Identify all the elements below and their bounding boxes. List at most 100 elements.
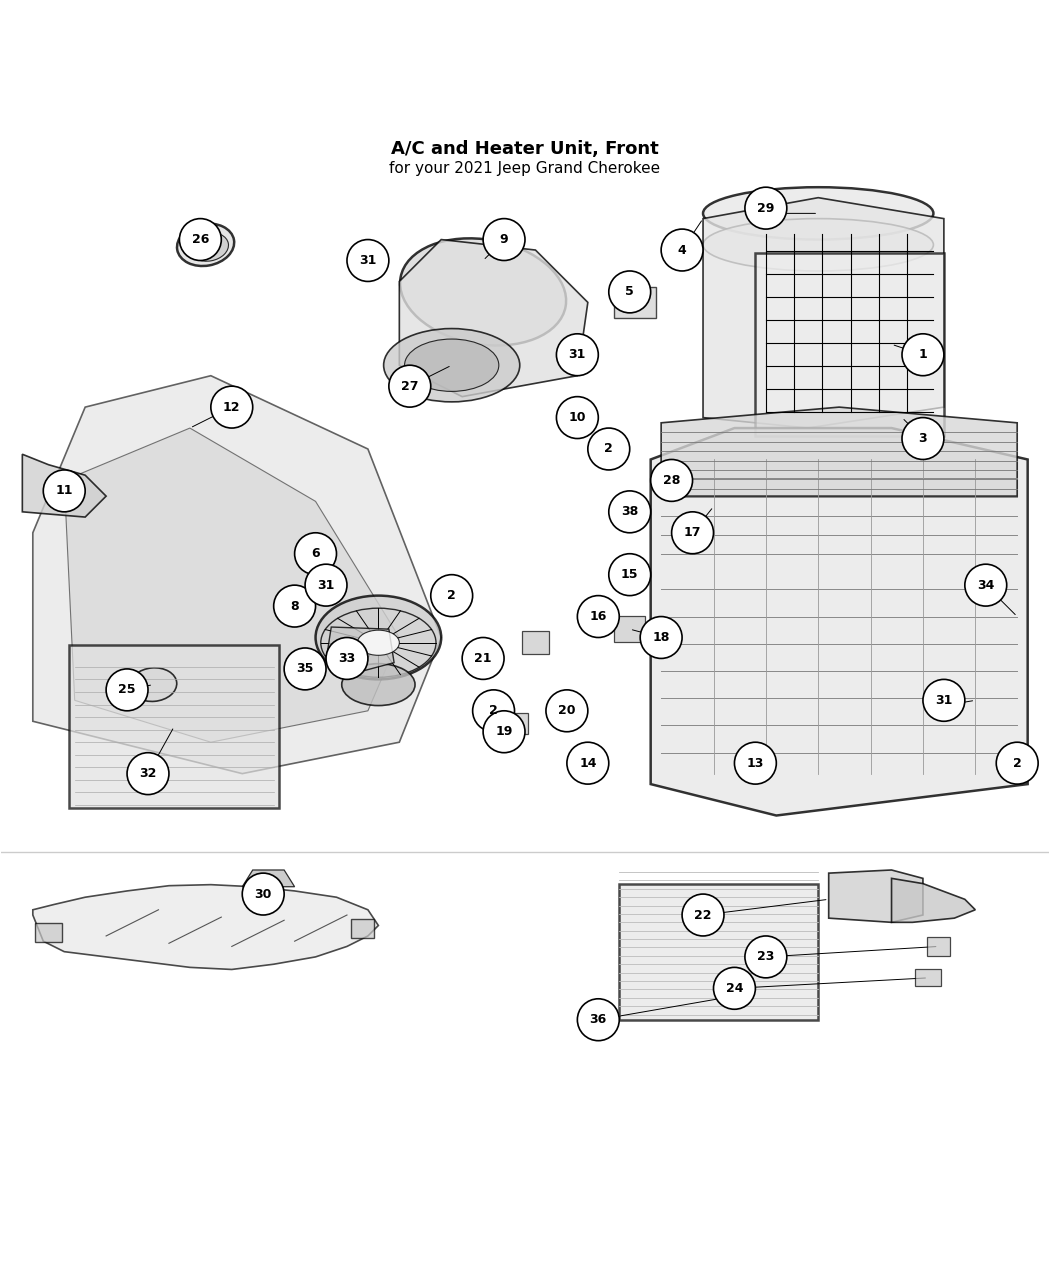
Text: for your 2021 Jeep Grand Cherokee: for your 2021 Jeep Grand Cherokee [390,161,660,176]
Bar [285,590,306,606]
Ellipse shape [189,232,229,261]
Ellipse shape [177,223,234,266]
Ellipse shape [383,329,520,402]
Bar [470,645,497,666]
Circle shape [388,365,430,407]
Text: 36: 36 [590,1014,607,1026]
Text: 31: 31 [569,348,586,361]
Circle shape [567,742,609,784]
Ellipse shape [404,339,499,391]
Text: 33: 33 [338,652,356,666]
Text: 28: 28 [663,474,680,487]
Text: 8: 8 [290,599,299,612]
Circle shape [274,585,316,627]
Circle shape [556,334,598,376]
Circle shape [714,968,755,1010]
Text: 15: 15 [621,569,638,581]
Circle shape [651,459,693,501]
Text: 18: 18 [652,631,670,644]
Circle shape [472,690,514,732]
Ellipse shape [341,664,415,705]
Text: 2: 2 [489,704,498,718]
Circle shape [483,218,525,260]
Text: 11: 11 [56,484,72,497]
Text: 23: 23 [757,950,775,964]
Bar [614,287,656,317]
Text: 13: 13 [747,756,764,770]
Bar [614,616,646,643]
Text: 2: 2 [447,589,456,602]
Circle shape [496,703,512,719]
Circle shape [682,894,723,936]
Circle shape [556,397,598,439]
Ellipse shape [130,668,176,701]
Circle shape [609,491,651,533]
Polygon shape [22,454,106,518]
Text: 2: 2 [605,442,613,455]
Ellipse shape [704,187,933,240]
Polygon shape [399,240,588,397]
Text: 5: 5 [626,286,634,298]
Circle shape [672,511,714,553]
Bar [364,256,381,269]
Polygon shape [243,870,295,886]
Text: A/C and Heater Unit, Front: A/C and Heater Unit, Front [391,140,659,158]
Text: 38: 38 [622,505,638,519]
Bar [69,645,279,807]
Circle shape [965,565,1007,606]
Ellipse shape [400,238,566,346]
Text: 31: 31 [317,579,335,592]
Circle shape [578,998,619,1040]
Bar [1,113,1049,852]
Circle shape [744,936,786,978]
Circle shape [588,428,630,470]
Circle shape [127,752,169,794]
Text: 3: 3 [919,432,927,445]
Circle shape [578,595,619,638]
Circle shape [483,710,525,752]
Text: 16: 16 [590,609,607,623]
Text: 35: 35 [296,663,314,676]
Bar [302,548,329,570]
Text: 12: 12 [223,400,240,413]
Bar [318,584,334,597]
Bar [351,919,374,938]
Text: 22: 22 [694,909,712,922]
Bar [569,351,586,363]
Circle shape [306,565,346,606]
Bar [941,699,958,713]
Circle shape [462,638,504,680]
Circle shape [43,470,85,511]
Circle shape [734,742,776,784]
Polygon shape [891,878,975,922]
Circle shape [996,742,1038,784]
Text: 6: 6 [311,547,320,560]
Circle shape [243,873,285,915]
Bar [916,969,941,987]
Circle shape [662,230,704,272]
Text: 10: 10 [569,411,586,425]
Circle shape [609,553,651,595]
Text: 19: 19 [496,725,512,738]
Text: 31: 31 [936,694,952,706]
Text: 24: 24 [726,982,743,994]
Polygon shape [651,428,1028,816]
Circle shape [744,187,786,230]
Bar [927,937,950,956]
Text: 27: 27 [401,380,419,393]
Circle shape [601,441,617,458]
Text: 4: 4 [677,244,687,256]
Bar [502,713,527,734]
Circle shape [609,272,651,312]
Text: 9: 9 [500,233,508,246]
Circle shape [295,533,336,575]
Text: 20: 20 [559,704,575,718]
Circle shape [285,648,327,690]
Text: 29: 29 [757,201,775,214]
Circle shape [640,617,682,658]
Circle shape [211,386,253,428]
Text: 21: 21 [475,652,491,666]
Ellipse shape [357,630,399,655]
Bar [620,884,818,1020]
Text: 32: 32 [140,768,156,780]
